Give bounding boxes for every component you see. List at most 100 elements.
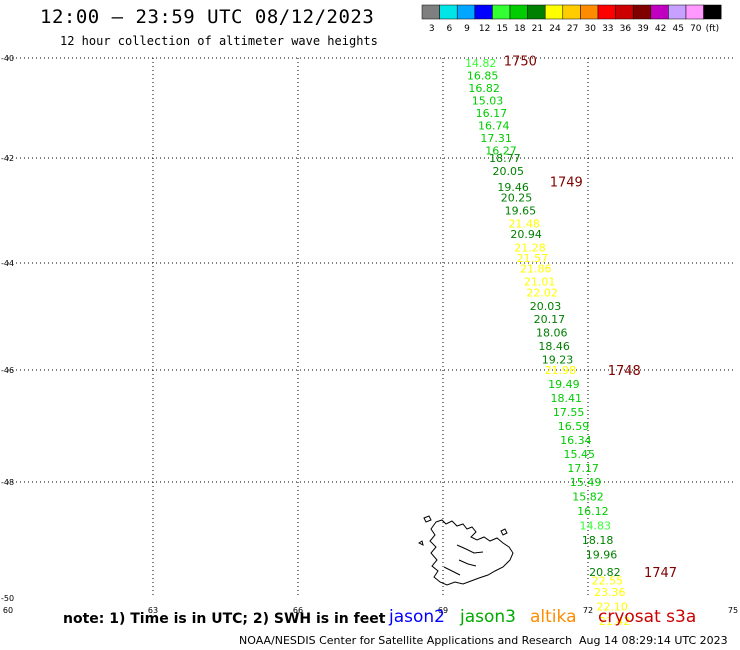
legend-swatch-9 xyxy=(456,4,476,20)
wave-height-reading: 21.48 xyxy=(508,218,540,231)
wave-height-reading: 19.49 xyxy=(548,378,580,391)
legend-swatch-33 xyxy=(597,4,616,20)
legend-swatch-21 xyxy=(527,4,546,20)
legend-swatch-42 xyxy=(650,4,669,20)
kerguelen-islands-coastline xyxy=(418,515,514,586)
wave-height-reading: 15.45 xyxy=(564,448,596,461)
wave-height-reading: 15.82 xyxy=(572,491,604,504)
kerguelen-main-island xyxy=(429,519,514,586)
footer-note: note: 1) Time is in UTC; 2) SWH is in fe… xyxy=(63,611,386,627)
wave-height-reading: 21.42 xyxy=(599,615,631,628)
wave-height-reading: 23.36 xyxy=(594,586,626,599)
legend-label: 39 xyxy=(637,24,649,34)
legend-swatch-6 xyxy=(439,4,458,20)
wave-height-reading: 18.46 xyxy=(538,340,570,353)
wave-height-reading: 20.82 xyxy=(589,566,621,579)
legend-swatch-27 xyxy=(562,4,581,20)
wave-height-reading: 17.17 xyxy=(567,462,599,475)
lat-tick-label: -40 xyxy=(1,54,14,63)
legend-label: 70 xyxy=(690,24,702,34)
lat-tick-label: -46 xyxy=(1,366,14,375)
wave-height-reading: 18.41 xyxy=(551,392,583,405)
wave-height-reading: 14.83 xyxy=(580,520,612,533)
legend-swatch-max xyxy=(703,4,722,20)
wave-height-reading: 21.86 xyxy=(520,262,552,275)
kerguelen-islet-2 xyxy=(500,528,508,536)
wave-height-reading: 16.85 xyxy=(467,70,499,83)
legend-swatch-15 xyxy=(492,4,511,20)
legend-swatch-30 xyxy=(580,4,599,20)
satellite-cryosat-s3a: cryosat s3a xyxy=(598,607,697,627)
lat-lon-grid xyxy=(8,57,733,598)
legend-label: 42 xyxy=(655,24,666,34)
legend-label: 15 xyxy=(496,24,507,34)
wave-height-reading: 16.12 xyxy=(577,505,609,518)
legend-label: 6 xyxy=(447,24,453,34)
wave-height-reading: 15.49 xyxy=(570,476,602,489)
satellite-jason2: jason2 xyxy=(389,607,445,627)
lon-tick-label: 63 xyxy=(148,606,158,615)
kerguelen-islet-1 xyxy=(423,515,432,523)
wave-height-reading: 15.03 xyxy=(472,95,504,108)
lat-tick-label: -42 xyxy=(1,154,14,163)
wave-height-reading: 22.10 xyxy=(596,601,628,614)
wave-height-reading: 20.03 xyxy=(530,300,562,313)
generation-timestamp: Aug 14 08:29:14 UTC 2023 xyxy=(579,634,728,647)
wave-height-reading: 18.18 xyxy=(582,534,614,547)
legend-label: 30 xyxy=(584,24,596,34)
wave-height-reading: 18.06 xyxy=(536,327,568,340)
legend-swatch-70 xyxy=(685,4,704,20)
map-subtitle: 12 hour collection of altimeter wave hei… xyxy=(60,34,378,48)
legend-swatch-39 xyxy=(632,4,652,20)
legend-label: 9 xyxy=(464,24,470,34)
time-markers: 1750 1749 1748 1747 xyxy=(504,55,677,581)
wave-height-reading: 21.28 xyxy=(514,241,546,254)
legend-label: 36 xyxy=(620,24,632,34)
legend-label: 24 xyxy=(549,24,561,34)
wave-height-reading: 20.17 xyxy=(534,313,566,326)
wave-height-reading: 21.98 xyxy=(545,364,577,377)
legend-label: 3 xyxy=(429,24,435,34)
wave-height-reading: 22.02 xyxy=(526,286,558,299)
legend-label: 45 xyxy=(672,24,683,34)
lat-tick-label: -48 xyxy=(1,478,14,487)
wave-height-reading: 21.01 xyxy=(524,276,556,289)
wave-height-reading: 18.77 xyxy=(489,152,521,165)
satellite-altika: altika xyxy=(530,607,577,627)
lat-tick-label: -50 xyxy=(1,594,14,603)
wave-height-reading: 19.65 xyxy=(505,205,537,218)
legend-swatch-45 xyxy=(668,4,687,20)
lon-tick-label: 75 xyxy=(728,606,738,615)
wave-height-reading: 17.31 xyxy=(480,132,512,145)
lon-tick-label: 60 xyxy=(3,606,13,615)
wave-height-reading: 16.27 xyxy=(485,145,517,158)
wave-height-reading: 17.55 xyxy=(553,406,585,419)
lon-tick-label: 69 xyxy=(438,606,448,615)
wave-height-reading: 14.82 xyxy=(465,57,497,70)
wave-height-reading: 16.74 xyxy=(478,120,510,133)
wave-height-reading: 20.25 xyxy=(501,191,533,204)
legend-swatch-24 xyxy=(544,4,564,20)
kerguelen-islet-3 xyxy=(418,540,424,546)
credit-line: NOAA/NESDIS Center for Satellite Applica… xyxy=(239,634,573,647)
legend-label: 21 xyxy=(532,24,543,34)
lat-tick-label: -44 xyxy=(1,259,14,268)
time-marker-label: 1750 xyxy=(504,55,537,70)
time-marker-label: 1749 xyxy=(550,176,583,191)
wave-height-reading: 20.05 xyxy=(493,165,525,178)
map-title: 12:00 – 23:59 UTC 08/12/2023 xyxy=(40,6,375,28)
wave-height-reading: 19.46 xyxy=(497,181,529,194)
satellite-jason3: jason3 xyxy=(460,607,516,627)
lon-tick-label: 66 xyxy=(293,606,303,615)
wave-height-reading: 16.34 xyxy=(560,434,592,447)
color-scale-legend: 3 6 9 12 15 18 21 24 27 30 33 36 39 42 45 70 (ft) xyxy=(421,4,722,34)
legend-swatch-12 xyxy=(474,4,493,20)
kerguelen-inlet xyxy=(443,544,484,576)
legend-label: 12 xyxy=(479,24,490,34)
axis-tick-labels: -40 -42 -44 -46 -48 -50 60 63 66 69 72 75 xyxy=(1,54,738,615)
wave-height-reading: 19.23 xyxy=(542,353,574,366)
wave-height-reading: 19.96 xyxy=(586,549,618,562)
legend-swatch-36 xyxy=(615,4,634,20)
wave-height-readings: 14.8216.8516.8215.0316.1716.7417.3116.27… xyxy=(465,57,630,628)
